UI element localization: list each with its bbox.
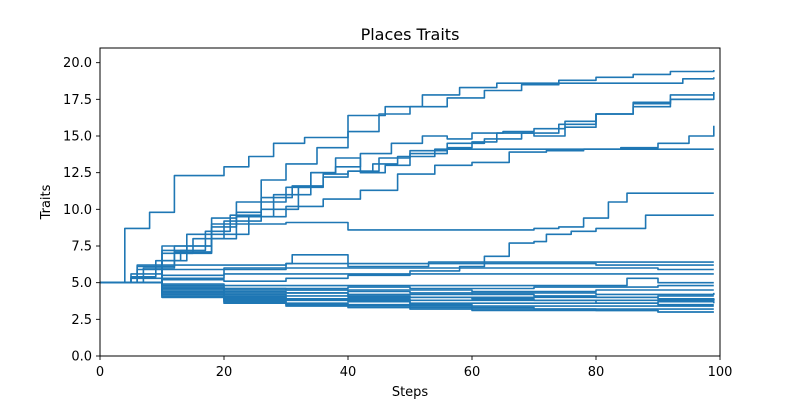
y-axis: 0.0 2.5 5.0 7.5 10.0 12.5 15.0 17.5 20.0 [63, 56, 100, 365]
y-tick-label: 12.5 [63, 166, 92, 181]
x-tick-label: 0 [96, 365, 104, 380]
y-tick-label: 17.5 [63, 93, 92, 108]
series-line-17 [100, 281, 715, 296]
series-line-11 [100, 262, 714, 284]
y-tick-label: 2.5 [71, 313, 92, 328]
series-line-1 [100, 77, 715, 284]
x-tick-label: 60 [464, 365, 481, 380]
series-line-8 [100, 192, 714, 284]
plot-frame [99, 47, 721, 357]
series-line-14 [100, 277, 714, 287]
y-tick-label: 10.0 [63, 203, 92, 218]
y-tick-label: 0.0 [71, 350, 92, 365]
x-tick-label: 40 [340, 365, 357, 380]
series-layer [100, 70, 715, 313]
series-line-6 [100, 125, 715, 284]
x-tick-label: 20 [216, 365, 233, 380]
y-tick-label: 20.0 [63, 56, 92, 71]
x-axis: 0 20 40 60 80 100 [96, 356, 733, 380]
series-line-9 [100, 214, 714, 284]
y-tick-label: 15.0 [63, 130, 92, 145]
series-line-13 [100, 273, 714, 284]
series-line-24 [100, 281, 714, 313]
series-line-5 [100, 94, 715, 284]
series-line-10 [100, 254, 714, 284]
series-line-2 [100, 70, 715, 284]
x-tick-label: 100 [708, 365, 733, 380]
series-line-7 [100, 148, 714, 284]
y-tick-label: 7.5 [71, 240, 92, 255]
y-tick-label: 5.0 [71, 276, 92, 291]
y-axis-label: Traits [39, 184, 54, 220]
chart-title: Places Traits [361, 25, 460, 44]
x-tick-label: 80 [588, 365, 605, 380]
series-line-15 [100, 281, 714, 290]
series-line-12 [100, 267, 714, 284]
x-axis-label: Steps [392, 385, 429, 400]
series-line-26 [100, 281, 715, 301]
